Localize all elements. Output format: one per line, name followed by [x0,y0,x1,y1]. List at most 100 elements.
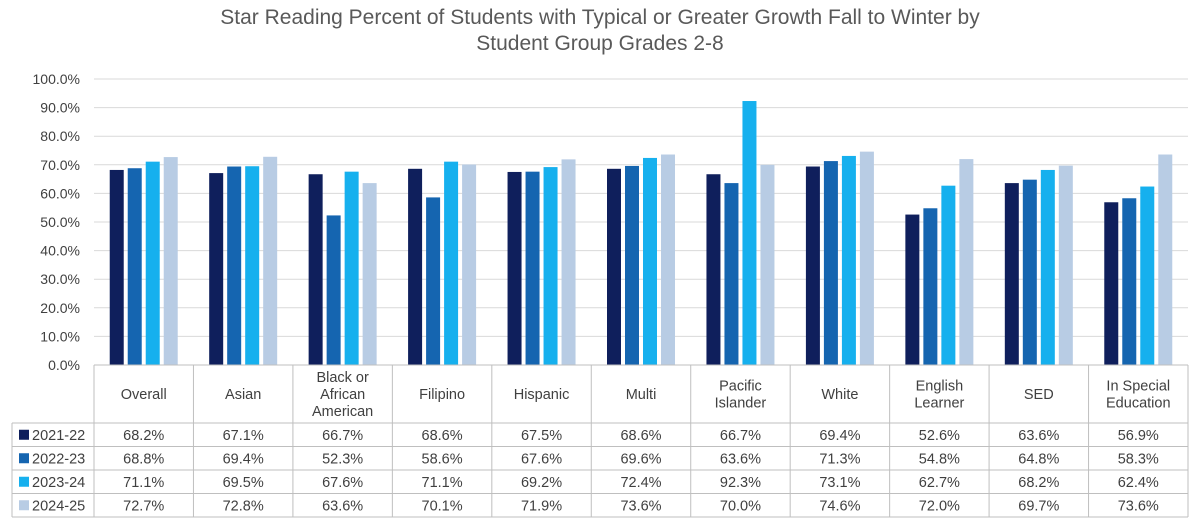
bar [1104,202,1119,365]
data-label: 72.4% [620,475,661,491]
y-tick-label: 100.0% [33,71,80,87]
data-label: 72.0% [919,498,960,514]
data-label: 74.6% [819,498,860,514]
bar [426,197,441,365]
bar [760,164,775,365]
data-label: 69.6% [620,451,661,467]
data-label: 62.7% [919,475,960,491]
data-label: 69.2% [521,475,562,491]
data-label: 72.8% [223,498,264,514]
category-label: In Special [1106,379,1170,395]
data-label: 73.1% [819,475,860,491]
data-label: 66.7% [720,428,761,444]
y-tick-label: 80.0% [40,128,80,144]
bar [625,165,639,365]
legend-label: 2023-24 [32,475,85,491]
data-label: 68.6% [620,428,661,444]
y-tick-label: 20.0% [40,300,80,316]
y-tick-label: 50.0% [40,214,80,230]
data-label: 64.8% [1018,451,1059,467]
legend-label: 2022-23 [32,451,85,467]
bar [661,154,675,365]
bar [724,183,739,365]
data-label: 63.6% [720,451,761,467]
data-label: 68.2% [123,428,164,444]
bar [245,166,260,365]
data-label: 67.1% [223,428,264,444]
data-label: 92.3% [720,475,761,491]
bar [145,161,160,365]
data-label: 72.7% [123,498,164,514]
legend-swatch [19,500,29,511]
data-label: 67.6% [521,451,562,467]
bar [823,161,838,365]
bar [462,164,477,365]
bar [127,168,142,365]
category-label: SED [1024,387,1054,403]
data-label: 71.1% [422,475,463,491]
bar [163,157,178,365]
data-label: 69.5% [223,475,264,491]
data-label: 67.5% [521,428,562,444]
bar [1058,165,1073,365]
bar [841,155,856,365]
y-tick-label: 40.0% [40,243,80,259]
data-label: 54.8% [919,451,960,467]
y-tick-label: 90.0% [40,100,80,116]
bar [1004,183,1019,365]
legend-label: 2024-25 [32,498,85,514]
bar [263,156,278,365]
data-label: 52.3% [322,451,363,467]
bar [344,171,359,365]
data-label: 71.1% [123,475,164,491]
category-label: Overall [121,387,167,403]
bar [1122,198,1137,365]
data-label: 58.6% [422,451,463,467]
category-label: Multi [626,387,657,403]
legend-swatch [19,429,29,440]
data-label: 71.3% [819,451,860,467]
category-label: African [320,387,365,403]
bar [507,171,522,365]
data-label: 70.1% [422,498,463,514]
data-label: 71.9% [521,498,562,514]
y-tick-label: 30.0% [40,271,80,287]
bar [742,101,757,365]
category-label: Education [1106,396,1171,412]
category-label: Pacific [719,379,762,395]
category-label: Learner [914,396,964,412]
category-label: Hispanic [514,387,570,403]
bar [805,166,820,365]
bars [109,101,1173,365]
data-label: 68.8% [123,451,164,467]
chart-title-line: Star Reading Percent of Students with Ty… [220,6,980,29]
bar [941,185,956,365]
bar [923,208,938,365]
bar [1158,154,1173,365]
bar [308,174,323,365]
bar [525,171,540,365]
bar [959,159,974,365]
y-tick-label: 60.0% [40,185,80,201]
chart-title-line: Student Group Grades 2-8 [476,32,723,55]
category-label: Black or [316,370,369,386]
data-label: 68.6% [422,428,463,444]
y-tick-label: 0.0% [48,357,80,373]
legend-swatch [19,453,29,464]
bar [109,169,124,365]
legend-swatch [19,476,29,487]
bar [444,161,459,365]
category-label: Asian [225,387,261,403]
category-label: White [821,387,858,403]
data-label: 73.6% [620,498,661,514]
bar [643,157,657,365]
bar [209,173,224,365]
category-label: Filipino [419,387,465,403]
y-tick-label: 70.0% [40,157,80,173]
bar [227,166,242,365]
chart-title: Star Reading Percent of Students with Ty… [220,6,980,55]
bar [326,215,341,365]
bar [1022,179,1037,365]
data-label: 63.6% [322,498,363,514]
